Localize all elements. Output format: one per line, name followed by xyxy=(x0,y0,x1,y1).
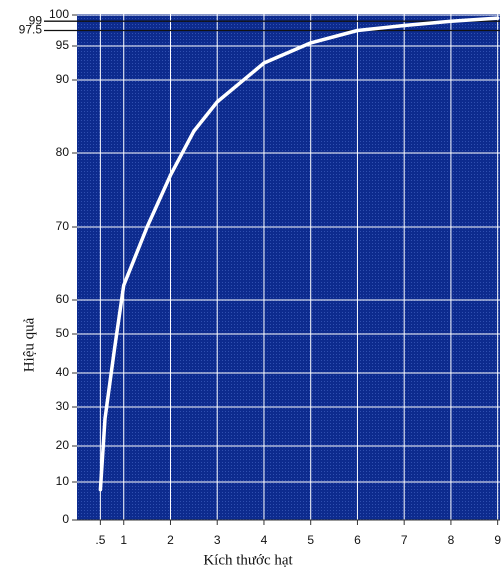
x-tick-label: 6 xyxy=(354,533,361,547)
reference-label: 99 xyxy=(29,13,43,27)
x-tick-label: 1 xyxy=(120,533,127,547)
plot-area xyxy=(77,14,500,520)
x-tick-label: .5 xyxy=(95,533,105,547)
y-tick-label: 80 xyxy=(56,145,70,159)
y-tick-label: 60 xyxy=(56,292,70,306)
y-tick-label: 30 xyxy=(56,399,70,413)
y-tick-label: 70 xyxy=(56,219,70,233)
y-tick-label: 90 xyxy=(56,72,70,86)
y-tick-label: 20 xyxy=(56,438,70,452)
y-tick-label: 40 xyxy=(56,365,70,379)
reference-label: 97.5 xyxy=(19,23,43,37)
x-axis-label: Kích thước hạt xyxy=(203,552,293,568)
y-tick-label: 50 xyxy=(56,326,70,340)
y-tick-label: 0 xyxy=(62,512,69,526)
y-tick-label: 10 xyxy=(56,474,70,488)
y-tick-label: 100 xyxy=(49,7,69,21)
data-line xyxy=(98,16,500,492)
x-tick-label: 2 xyxy=(167,533,174,547)
x-tick-label: 4 xyxy=(261,533,268,547)
x-tick-label: 3 xyxy=(214,533,221,547)
x-tick-label: 8 xyxy=(448,533,455,547)
x-tick-label: 9 xyxy=(494,533,501,547)
y-tick-label: 95 xyxy=(56,38,70,52)
y-axis-label: Hiệu quả xyxy=(21,317,37,372)
x-tick-label: 7 xyxy=(401,533,408,547)
x-tick-label: 5 xyxy=(307,533,314,547)
